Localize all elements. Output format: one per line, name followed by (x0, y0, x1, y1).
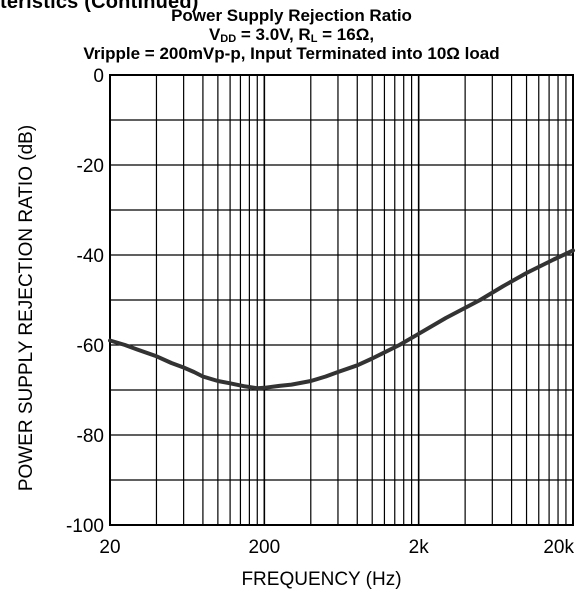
vdd-value: = 3.0V, (236, 25, 299, 44)
y-tick-label: -80 (77, 426, 104, 447)
vdd-subscript: DD (220, 33, 237, 45)
rl-label: R (298, 25, 311, 44)
y-axis-label: POWER SUPPLY REJECTION RATIO (dB) (16, 125, 37, 491)
page-heading: teristics (Continued) (0, 0, 199, 13)
x-axis-label: FREQUENCY (Hz) (241, 569, 401, 590)
chart-title: Power Supply Rejection Ratio (171, 6, 412, 25)
plot-frame (109, 74, 574, 526)
chart-grid (110, 75, 573, 525)
y-tick-label: -40 (77, 246, 104, 267)
y-tick-label: 0 (93, 66, 104, 87)
y-axis-ticks: 0 -20 -40 -60 -80 -100 (66, 66, 104, 537)
x-tick-label: 20 (99, 537, 120, 558)
x-tick-label: 200 (248, 537, 280, 558)
y-tick-label: -100 (66, 516, 104, 537)
chart-subtitle-conditions: VDD = 3.0V, RL = 16Ω, (0, 25, 583, 45)
x-tick-label: 2k (409, 537, 430, 558)
chart-subtitle-ripple: Vripple = 200mVp-p, Input Terminated int… (83, 44, 500, 63)
series-group (108, 248, 575, 391)
y-tick-label: -60 (77, 336, 104, 357)
vdd-label: V (208, 25, 221, 44)
psrr-series-line (108, 248, 575, 391)
y-tick-label: -20 (77, 156, 104, 177)
x-tick-label: 20k (543, 537, 574, 558)
rl-subscript: L (310, 33, 318, 45)
x-axis-ticks: 20 200 2k 20k (99, 537, 574, 558)
rl-value: = 16Ω, (317, 25, 375, 44)
